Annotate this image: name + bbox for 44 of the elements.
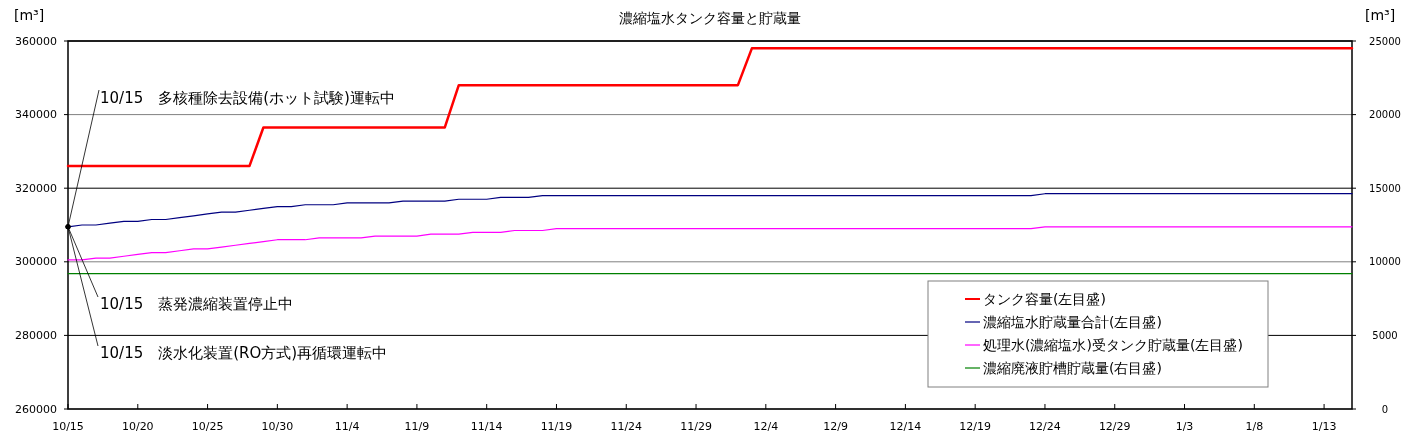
legend-label: 濃縮塩水貯蔵量合計(左目盛) xyxy=(983,314,1162,330)
line-series xyxy=(67,193,1353,228)
x-tick-label: 11/24 xyxy=(610,420,643,433)
legend-label: タンク容量(左目盛) xyxy=(983,291,1106,307)
y-tick-label: 340000 xyxy=(15,108,57,122)
y2-tick-label: 5000 xyxy=(1372,329,1398,341)
legend-label: 濃縮廃液貯槽貯蔵量(右目盛) xyxy=(983,360,1162,376)
annotation: 10/15 淡水化装置(RO方式)再循環運転中 xyxy=(100,344,388,362)
x-tick-label: 12/4 xyxy=(753,420,779,433)
x-tick-label: 10/15 xyxy=(52,420,84,433)
x-tick-label: 11/4 xyxy=(334,420,360,433)
y2-tick-label: 15000 xyxy=(1369,182,1401,194)
x-tick-label: 1/13 xyxy=(1311,420,1337,433)
x-tick-label: 12/29 xyxy=(1098,420,1131,433)
y-axis-title: [m³] xyxy=(14,7,45,23)
y2-tick-label: 10000 xyxy=(1369,256,1401,268)
y-tick-label: 300000 xyxy=(15,255,57,269)
y-tick-label: 280000 xyxy=(15,328,57,342)
x-tick-label: 1/3 xyxy=(1175,420,1194,433)
x-tick-label: 12/19 xyxy=(959,420,992,433)
x-tick-label: 10/20 xyxy=(121,420,154,433)
line-series xyxy=(66,47,1354,168)
x-tick-label: 1/8 xyxy=(1245,420,1264,433)
y-tick-label: 320000 xyxy=(15,181,57,195)
x-tick-label: 10/25 xyxy=(191,420,224,433)
y2-axis-title: [m³] xyxy=(1365,7,1396,23)
x-tick-label: 11/14 xyxy=(470,420,503,433)
x-tick-label: 10/30 xyxy=(261,420,294,433)
y-tick-label: 260000 xyxy=(15,402,57,416)
x-tick-label: 11/9 xyxy=(404,420,430,433)
x-tick-label: 12/14 xyxy=(889,420,922,433)
chart-title: 濃縮塩水タンク容量と貯蔵量 xyxy=(619,10,801,26)
legend-label: 処理水(濃縮塩水)受タンク貯蔵量(左目盛) xyxy=(983,337,1243,353)
y2-tick-label: 0 xyxy=(1381,403,1389,415)
annotation: 10/15 蒸発濃縮装置停止中 xyxy=(100,295,294,313)
x-tick-label: 11/29 xyxy=(680,420,712,433)
y2-tick-label: 25000 xyxy=(1369,35,1401,47)
x-tick-label: 12/9 xyxy=(823,420,848,433)
line-series xyxy=(67,226,1353,261)
y-tick-label: 360000 xyxy=(15,34,57,48)
y2-tick-label: 20000 xyxy=(1369,109,1401,121)
x-tick-label: 11/19 xyxy=(540,420,573,433)
x-tick-label: 12/24 xyxy=(1029,420,1061,433)
annotation: 10/15 多核種除去設備(ホット試験)運転中 xyxy=(100,89,395,107)
